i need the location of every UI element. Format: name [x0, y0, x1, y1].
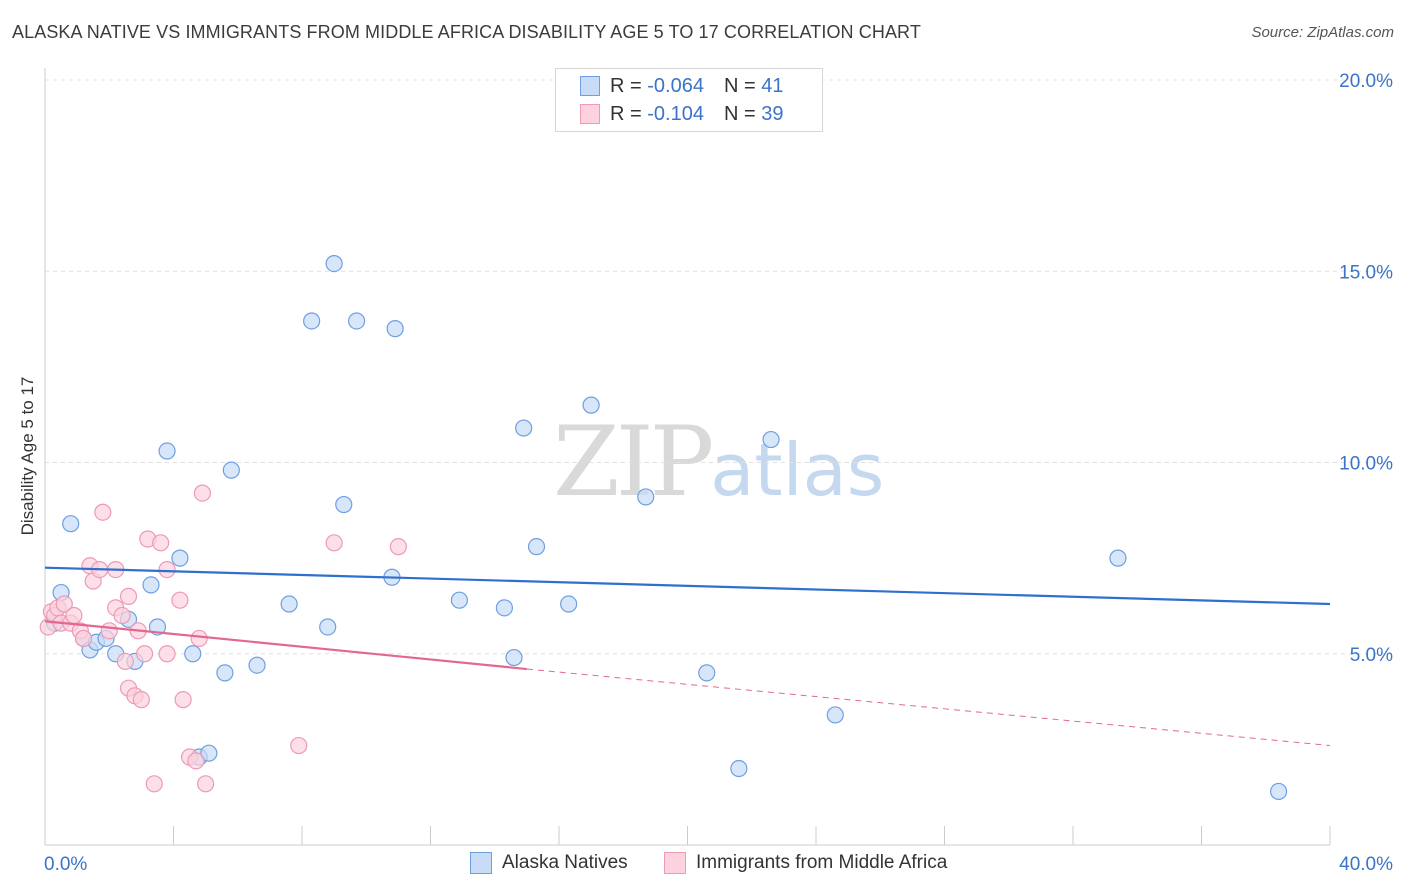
data-point-alaska-natives [515, 419, 533, 437]
legend-row-alaska-natives: R = -0.064 N = 41 [580, 74, 783, 98]
data-point-middle-africa [94, 503, 112, 521]
legend-n-value: 41 [761, 74, 784, 97]
bottom-legend-label: Alaska Natives [502, 852, 628, 873]
data-point-middle-africa [135, 645, 154, 663]
data-point-alaska-natives [495, 599, 513, 617]
data-point-alaska-natives [248, 656, 266, 674]
data-point-alaska-natives [280, 595, 298, 613]
y-tick-label: 5.0% [1350, 645, 1393, 666]
data-point-alaska-natives [450, 591, 469, 609]
legend-swatch-pink [580, 104, 600, 124]
data-point-middle-africa [197, 775, 215, 793]
data-point-alaska-natives [386, 320, 404, 338]
data-point-alaska-natives [158, 442, 176, 460]
data-point-middle-africa [132, 691, 150, 709]
data-point-middle-africa [152, 534, 170, 552]
data-point-alaska-natives [826, 706, 844, 724]
data-point-alaska-natives [319, 618, 337, 636]
watermark: ZIPatlas [553, 406, 884, 518]
data-point-middle-africa [100, 622, 118, 640]
data-point-alaska-natives [505, 648, 523, 667]
bottom-legend-label: Immigrants from Middle Africa [696, 852, 948, 873]
legend-r-label: R = [610, 102, 642, 125]
y-tick-label: 10.0% [1339, 454, 1393, 475]
data-point-middle-africa [158, 560, 176, 579]
data-point-alaska-natives [171, 549, 189, 567]
data-point-alaska-natives [325, 255, 343, 273]
source-label: Source: ZipAtlas.com [1251, 24, 1394, 41]
data-point-middle-africa [145, 775, 163, 793]
bottom-legend-middle-africa: Immigrants from Middle Africa [664, 852, 947, 874]
data-point-middle-africa [119, 587, 138, 605]
trendline-middle-africa [526, 668, 1331, 747]
data-point-middle-africa [290, 736, 308, 755]
y-tick-label: 20.0% [1339, 71, 1393, 92]
data-point-alaska-natives [730, 759, 748, 778]
legend-n-value: 39 [761, 102, 784, 125]
data-point-alaska-natives [142, 576, 160, 594]
data-point-alaska-natives [303, 312, 321, 330]
chart-title: ALASKA NATIVE VS IMMIGRANTS FROM MIDDLE … [12, 22, 921, 42]
legend-swatch-blue [580, 76, 600, 96]
y-tick-label: 15.0% [1339, 262, 1393, 283]
data-point-alaska-natives [348, 312, 366, 330]
bottom-legend-swatch-blue [470, 852, 492, 874]
data-point-middle-africa [325, 534, 343, 552]
data-point-alaska-natives [637, 488, 655, 506]
legend-n-label: N = [723, 74, 756, 97]
data-point-middle-africa [55, 595, 73, 613]
data-point-middle-africa [116, 652, 134, 671]
data-point-middle-africa [190, 629, 208, 648]
stats-legend: R = -0.064 N = 41 R = -0.104 N = 39 [555, 68, 823, 132]
trendline-alaska-natives [44, 566, 1331, 606]
data-point-middle-africa [158, 645, 176, 663]
y-axis-title: Disability Age 5 to 17 [18, 376, 37, 536]
data-point-alaska-natives [762, 430, 780, 449]
legend-r-value: -0.064 [647, 74, 704, 97]
data-point-alaska-natives [200, 744, 218, 762]
bottom-legend-swatch-pink [664, 852, 686, 874]
data-point-middle-africa [193, 484, 212, 502]
data-point-middle-africa [187, 752, 205, 770]
data-point-middle-africa [65, 606, 83, 625]
data-point-alaska-natives [1109, 549, 1127, 567]
data-point-middle-africa [174, 691, 192, 709]
x-tick-label: 0.0% [44, 854, 87, 875]
data-point-alaska-natives [335, 495, 353, 514]
data-point-alaska-natives [527, 538, 546, 556]
legend-n-label: N = [723, 102, 756, 125]
x-tick-label: 40.0% [1339, 854, 1393, 875]
data-point-alaska-natives [184, 645, 202, 663]
data-point-alaska-natives [560, 595, 578, 613]
legend-row-middle-africa: R = -0.104 N = 39 [580, 102, 783, 126]
legend-r-label: R = [610, 74, 642, 97]
bottom-legend-alaska-natives: Alaska Natives [470, 852, 628, 874]
data-point-alaska-natives [698, 664, 716, 682]
trendline-middle-africa [44, 620, 527, 671]
data-point-middle-africa [389, 538, 407, 556]
data-point-alaska-natives [1269, 782, 1288, 801]
data-point-middle-africa [74, 629, 93, 648]
data-point-alaska-natives [62, 515, 80, 533]
data-point-middle-africa [113, 606, 131, 625]
data-point-alaska-natives [582, 396, 600, 414]
watermark-atlas: atlas [710, 428, 885, 512]
data-point-alaska-natives [216, 664, 234, 682]
data-point-alaska-natives [222, 461, 240, 479]
legend-r-value: -0.104 [647, 102, 704, 125]
data-point-middle-africa [171, 591, 189, 609]
